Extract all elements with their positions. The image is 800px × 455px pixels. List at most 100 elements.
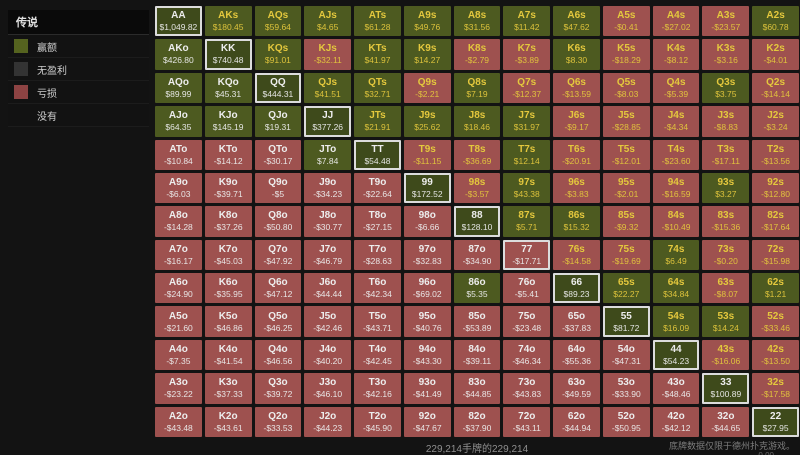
cell-J4s[interactable]: J4s -$4.34 [652,106,700,137]
cell-J3s[interactable]: J3s -$8.83 [702,106,750,137]
cell-T5o[interactable]: T5o -$43.71 [354,306,401,337]
cell-63o[interactable]: 63o -$49.59 [553,373,600,404]
cell-AKo[interactable]: AKo $426.80 [155,39,202,70]
cell-QJs[interactable]: QJs $41.51 [304,72,352,104]
cell-A9o[interactable]: A9o -$6.03 [155,172,202,204]
cell-JJ[interactable]: JJ $377.26 [304,106,352,137]
cell-ATo[interactable]: ATo -$10.84 [155,139,202,170]
cell-Q7o[interactable]: Q7o -$47.92 [254,239,302,271]
cell-96o[interactable]: 96o -$69.02 [403,273,451,304]
cell-53o[interactable]: 53o -$33.90 [602,373,650,404]
cell-KTo[interactable]: KTo -$14.12 [204,139,252,170]
cell-T2s[interactable]: T2s -$13.56 [752,139,799,170]
cell-54o[interactable]: 54o -$47.31 [602,339,650,371]
cell-93o[interactable]: 93o -$41.49 [403,373,451,404]
cell-KQo[interactable]: KQo $45.31 [204,72,252,104]
cell-Q5s[interactable]: Q5s -$8.03 [602,72,650,104]
cell-97s[interactable]: 97s $43.38 [503,172,551,204]
cell-Q8s[interactable]: Q8s $7.19 [453,72,501,104]
cell-86o[interactable]: 86o $5.35 [453,273,501,304]
cell-Q4o[interactable]: Q4o -$46.56 [254,339,302,371]
cell-AQo[interactable]: AQo $89.99 [155,72,202,104]
cell-94s[interactable]: 94s -$16.59 [652,172,700,204]
cell-86s[interactable]: 86s $15.32 [553,206,600,237]
cell-32s[interactable]: 32s -$17.58 [752,373,799,404]
cell-22[interactable]: 22 $27.95 [752,406,799,437]
cell-98o[interactable]: 98o -$6.66 [403,206,451,237]
cell-K7o[interactable]: K7o -$45.03 [204,239,252,271]
cell-32o[interactable]: 32o -$44.65 [702,406,750,437]
cell-33[interactable]: 33 $100.89 [702,373,750,404]
cell-QQ[interactable]: QQ $444.31 [254,72,302,104]
cell-A6o[interactable]: A6o -$24.90 [155,273,202,304]
cell-KK[interactable]: KK $740.48 [204,39,252,70]
cell-J7o[interactable]: J7o -$46.79 [304,239,352,271]
cell-Q3s[interactable]: Q3s $3.75 [702,72,750,104]
cell-A5s[interactable]: A5s -$0.41 [602,6,650,37]
cell-63s[interactable]: 63s -$8.07 [702,273,750,304]
cell-AQs[interactable]: AQs $59.64 [254,6,302,37]
cell-87o[interactable]: 87o -$34.90 [453,239,501,271]
cell-97o[interactable]: 97o -$32.83 [403,239,451,271]
cell-42s[interactable]: 42s -$13.50 [752,339,799,371]
cell-A8s[interactable]: A8s $31.56 [453,6,501,37]
cell-TT[interactable]: TT $54.48 [354,139,401,170]
cell-92s[interactable]: 92s -$12.80 [752,172,799,204]
cell-66[interactable]: 66 $89.23 [553,273,600,304]
cell-62s[interactable]: 62s $1.21 [752,273,799,304]
cell-87s[interactable]: 87s $5.71 [503,206,551,237]
cell-73o[interactable]: 73o -$43.83 [503,373,551,404]
cell-Q9s[interactable]: Q9s -$2.21 [403,72,451,104]
cell-J4o[interactable]: J4o -$40.20 [304,339,352,371]
cell-T3s[interactable]: T3s -$17.11 [702,139,750,170]
cell-T4o[interactable]: T4o -$42.45 [354,339,401,371]
cell-54s[interactable]: 54s $16.09 [652,306,700,337]
cell-A3o[interactable]: A3o -$23.22 [155,373,202,404]
cell-A7o[interactable]: A7o -$16.17 [155,239,202,271]
cell-65o[interactable]: 65o -$37.83 [553,306,600,337]
cell-75s[interactable]: 75s -$19.69 [602,239,650,271]
cell-Q6o[interactable]: Q6o -$47.12 [254,273,302,304]
cell-A7s[interactable]: A7s $11.42 [503,6,551,37]
cell-K2s[interactable]: K2s -$4.01 [752,39,799,70]
cell-J9s[interactable]: J9s $25.62 [403,106,451,137]
cell-K6s[interactable]: K6s $8.30 [553,39,600,70]
cell-T7s[interactable]: T7s $12.14 [503,139,551,170]
cell-83s[interactable]: 83s -$15.36 [702,206,750,237]
cell-J5o[interactable]: J5o -$42.46 [304,306,352,337]
cell-J2s[interactable]: J2s -$3.24 [752,106,799,137]
cell-65s[interactable]: 65s $22.27 [602,273,650,304]
cell-64o[interactable]: 64o -$55.36 [553,339,600,371]
cell-A6s[interactable]: A6s $47.62 [553,6,600,37]
cell-AKs[interactable]: AKs $180.45 [204,6,252,37]
cell-A4o[interactable]: A4o -$7.35 [155,339,202,371]
cell-96s[interactable]: 96s -$3.83 [553,172,600,204]
cell-Q7s[interactable]: Q7s -$12.37 [503,72,551,104]
cell-J7s[interactable]: J7s $31.97 [503,106,551,137]
cell-76o[interactable]: 76o -$5.41 [503,273,551,304]
cell-AJo[interactable]: AJo $64.35 [155,106,202,137]
cell-62o[interactable]: 62o -$44.94 [553,406,600,437]
cell-53s[interactable]: 53s $14.24 [702,306,750,337]
cell-J2o[interactable]: J2o -$44.23 [304,406,352,437]
cell-J8s[interactable]: J8s $18.46 [453,106,501,137]
cell-K8s[interactable]: K8s -$2.79 [453,39,501,70]
cell-J6o[interactable]: J6o -$44.44 [304,273,352,304]
cell-43s[interactable]: 43s -$16.06 [702,339,750,371]
cell-T9o[interactable]: T9o -$22.64 [354,172,401,204]
cell-K6o[interactable]: K6o -$35.95 [204,273,252,304]
cell-92o[interactable]: 92o -$47.67 [403,406,451,437]
cell-Q3o[interactable]: Q3o -$39.72 [254,373,302,404]
cell-T4s[interactable]: T4s -$23.60 [652,139,700,170]
cell-A9s[interactable]: A9s $49.76 [403,6,451,37]
cell-ATs[interactable]: ATs $61.28 [354,6,401,37]
cell-73s[interactable]: 73s -$0.20 [702,239,750,271]
cell-72o[interactable]: 72o -$43.11 [503,406,551,437]
cell-QJo[interactable]: QJo $19.31 [254,106,302,137]
cell-AA[interactable]: AA $1,049.82 [155,6,202,37]
cell-Q5o[interactable]: Q5o -$46.25 [254,306,302,337]
cell-J8o[interactable]: J8o -$30.77 [304,206,352,237]
cell-KJs[interactable]: KJs -$32.11 [304,39,352,70]
cell-77[interactable]: 77 -$17.71 [503,239,551,271]
cell-93s[interactable]: 93s $3.27 [702,172,750,204]
